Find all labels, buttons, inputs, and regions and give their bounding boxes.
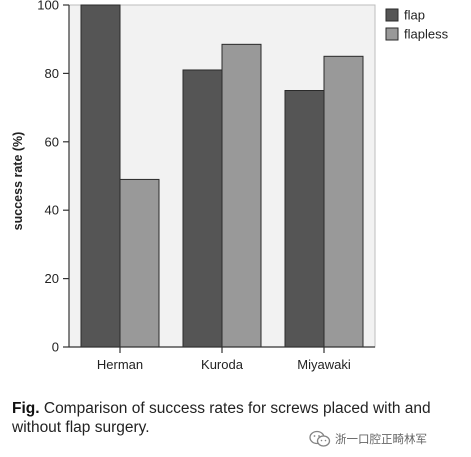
legend-swatch-flap: [385, 8, 399, 22]
bar-flapless-miyawaki: [323, 55, 364, 348]
bar-chart: 0 20 40 60 80 100 Herman Kuroda Miyawaki succes…: [11, 0, 449, 372]
y-tick-label: 60: [45, 134, 59, 149]
bar-flap-kuroda: [182, 69, 223, 348]
legend: flap flapless: [385, 8, 449, 42]
y-tick-label: 20: [45, 271, 59, 286]
legend-swatch-flapless: [385, 27, 399, 41]
caption-label: Fig.: [12, 400, 40, 417]
x-axis: Herman Kuroda Miyawaki: [69, 346, 375, 372]
watermark-text: 浙一口腔正畸林军: [335, 432, 427, 446]
legend-label-flapless: flapless: [404, 27, 449, 42]
y-tick-label: 80: [45, 66, 59, 81]
bar-flapless-herman: [119, 178, 160, 348]
x-tick-label: Herman: [97, 357, 143, 372]
x-tick-label: Kuroda: [201, 357, 244, 372]
y-axis-label: success rate (%): [11, 132, 25, 231]
wechat-icon: [309, 430, 331, 447]
bars: [80, 4, 364, 348]
y-tick-label: 0: [52, 340, 59, 355]
x-tick-label: Miyawaki: [297, 357, 351, 372]
legend-label-flap: flap: [404, 8, 425, 23]
bar-flap-herman: [80, 4, 121, 348]
y-tick-label: 40: [45, 203, 59, 218]
bar-flap-miyawaki: [284, 90, 325, 348]
bar-flapless-kuroda: [221, 43, 262, 348]
caption-text: Comparison of success rates for screws p…: [12, 400, 431, 436]
y-axis: 0 20 40 60 80 100: [37, 0, 70, 355]
figure-caption: Fig. Comparison of success rates for scr…: [12, 399, 467, 437]
watermark: 浙一口腔正畸林军: [309, 430, 427, 448]
y-tick-label: 100: [37, 0, 59, 13]
